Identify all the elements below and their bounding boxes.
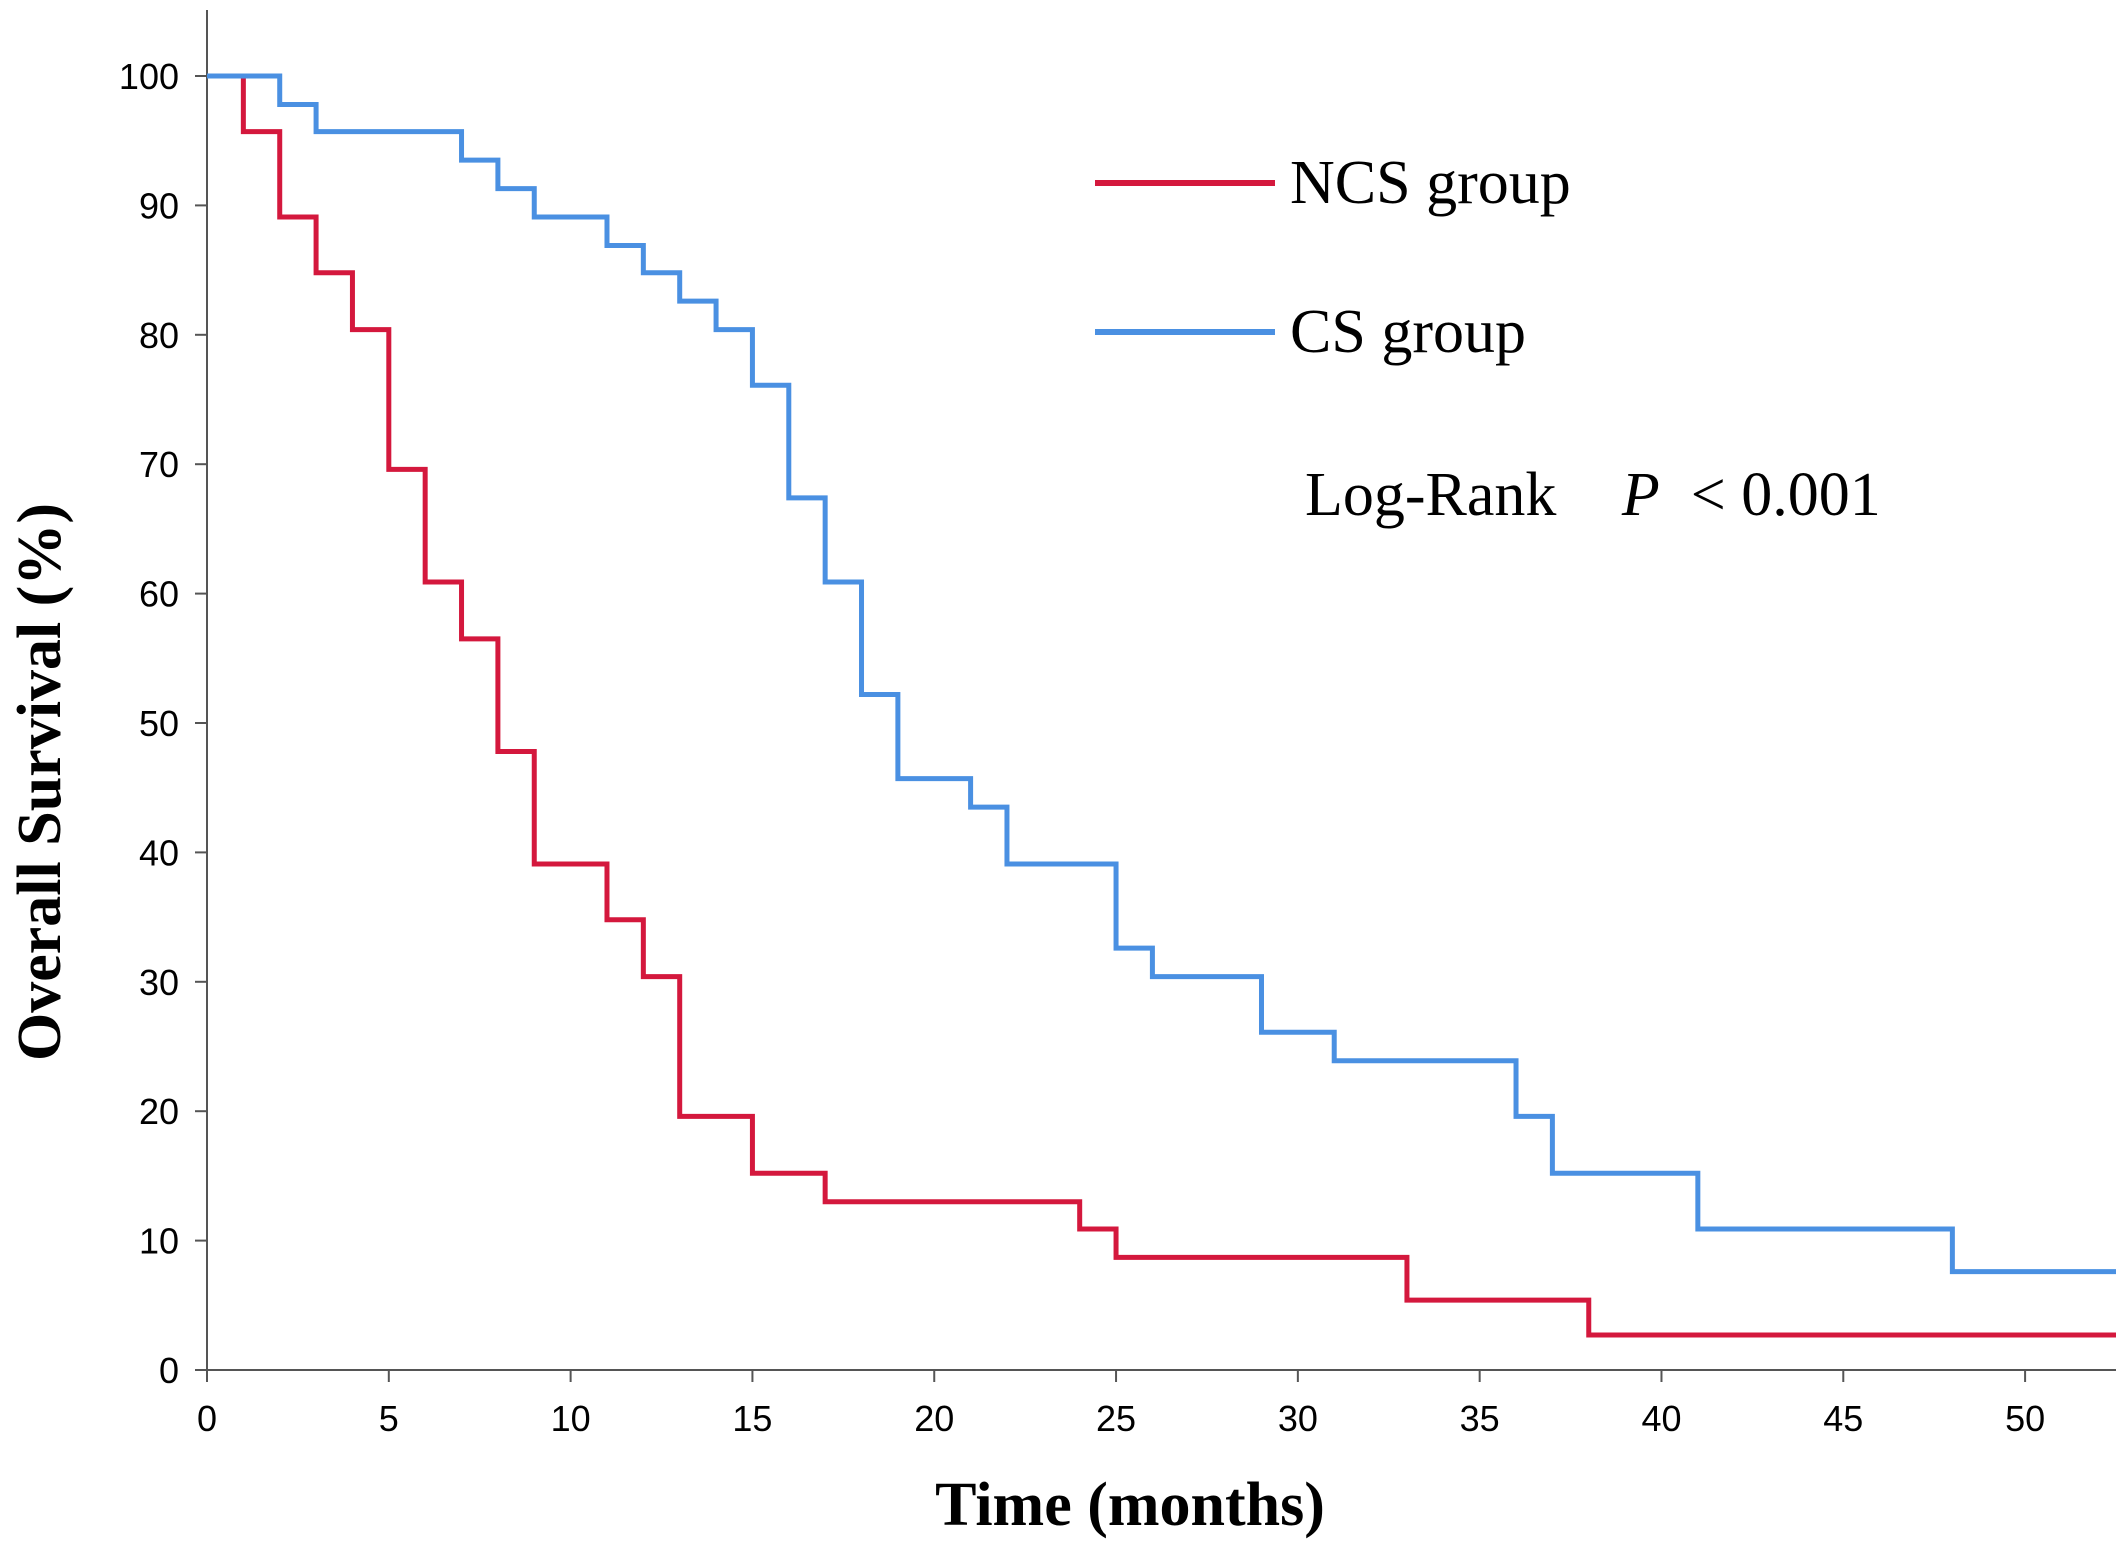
x-tick-label: 50 bbox=[2005, 1398, 2045, 1439]
y-tick-label: 10 bbox=[139, 1221, 179, 1262]
legend-label-ncs-group: NCS group bbox=[1290, 149, 1571, 217]
x-tick-label: 40 bbox=[1641, 1398, 1681, 1439]
series-line-cs-group bbox=[207, 73, 2116, 1275]
y-tick-label: 40 bbox=[139, 832, 179, 873]
annotation-stat-value: < 0.001 bbox=[1675, 461, 1880, 529]
x-tick-label: 25 bbox=[1096, 1398, 1136, 1439]
annotation-prefix: Log-Rank bbox=[1305, 461, 1556, 529]
log-rank-annotation: Log-Rank P < 0.001 bbox=[1305, 461, 1881, 529]
series-line-ncs-group bbox=[207, 73, 2116, 1338]
y-axis: 0 10 20 30 40 50 60 70 80 90 100 bbox=[119, 10, 208, 1391]
y-tick-label: 100 bbox=[119, 56, 179, 97]
y-tick-label: 90 bbox=[139, 185, 179, 226]
y-axis-title: Overall Survival (%) bbox=[6, 503, 74, 1061]
annotation-stat-symbol: P bbox=[1621, 461, 1660, 529]
x-axis-title: Time (months) bbox=[935, 1471, 1325, 1539]
x-tick-label: 10 bbox=[551, 1398, 591, 1439]
legend-label-cs-group: CS group bbox=[1290, 298, 1526, 366]
x-axis: 0 5 10 15 20 25 30 35 40 45 50 bbox=[197, 1369, 2116, 1439]
y-tick-label: 80 bbox=[139, 315, 179, 356]
x-tick-label: 30 bbox=[1278, 1398, 1318, 1439]
y-tick-label: 30 bbox=[139, 962, 179, 1003]
x-tick-label: 35 bbox=[1460, 1398, 1500, 1439]
x-tick-label: 0 bbox=[197, 1398, 217, 1439]
x-tick-label: 5 bbox=[379, 1398, 399, 1439]
y-tick-label: 20 bbox=[139, 1091, 179, 1132]
y-tick-label: 60 bbox=[139, 574, 179, 615]
series-layer bbox=[207, 73, 2116, 1338]
x-tick-label: 15 bbox=[732, 1398, 772, 1439]
legend: NCS group CS group bbox=[1095, 149, 1571, 366]
y-tick-label: 50 bbox=[139, 703, 179, 744]
y-tick-label: 70 bbox=[139, 444, 179, 485]
y-tick-label: 0 bbox=[159, 1350, 179, 1391]
x-tick-label: 20 bbox=[914, 1398, 954, 1439]
x-tick-label: 45 bbox=[1823, 1398, 1863, 1439]
